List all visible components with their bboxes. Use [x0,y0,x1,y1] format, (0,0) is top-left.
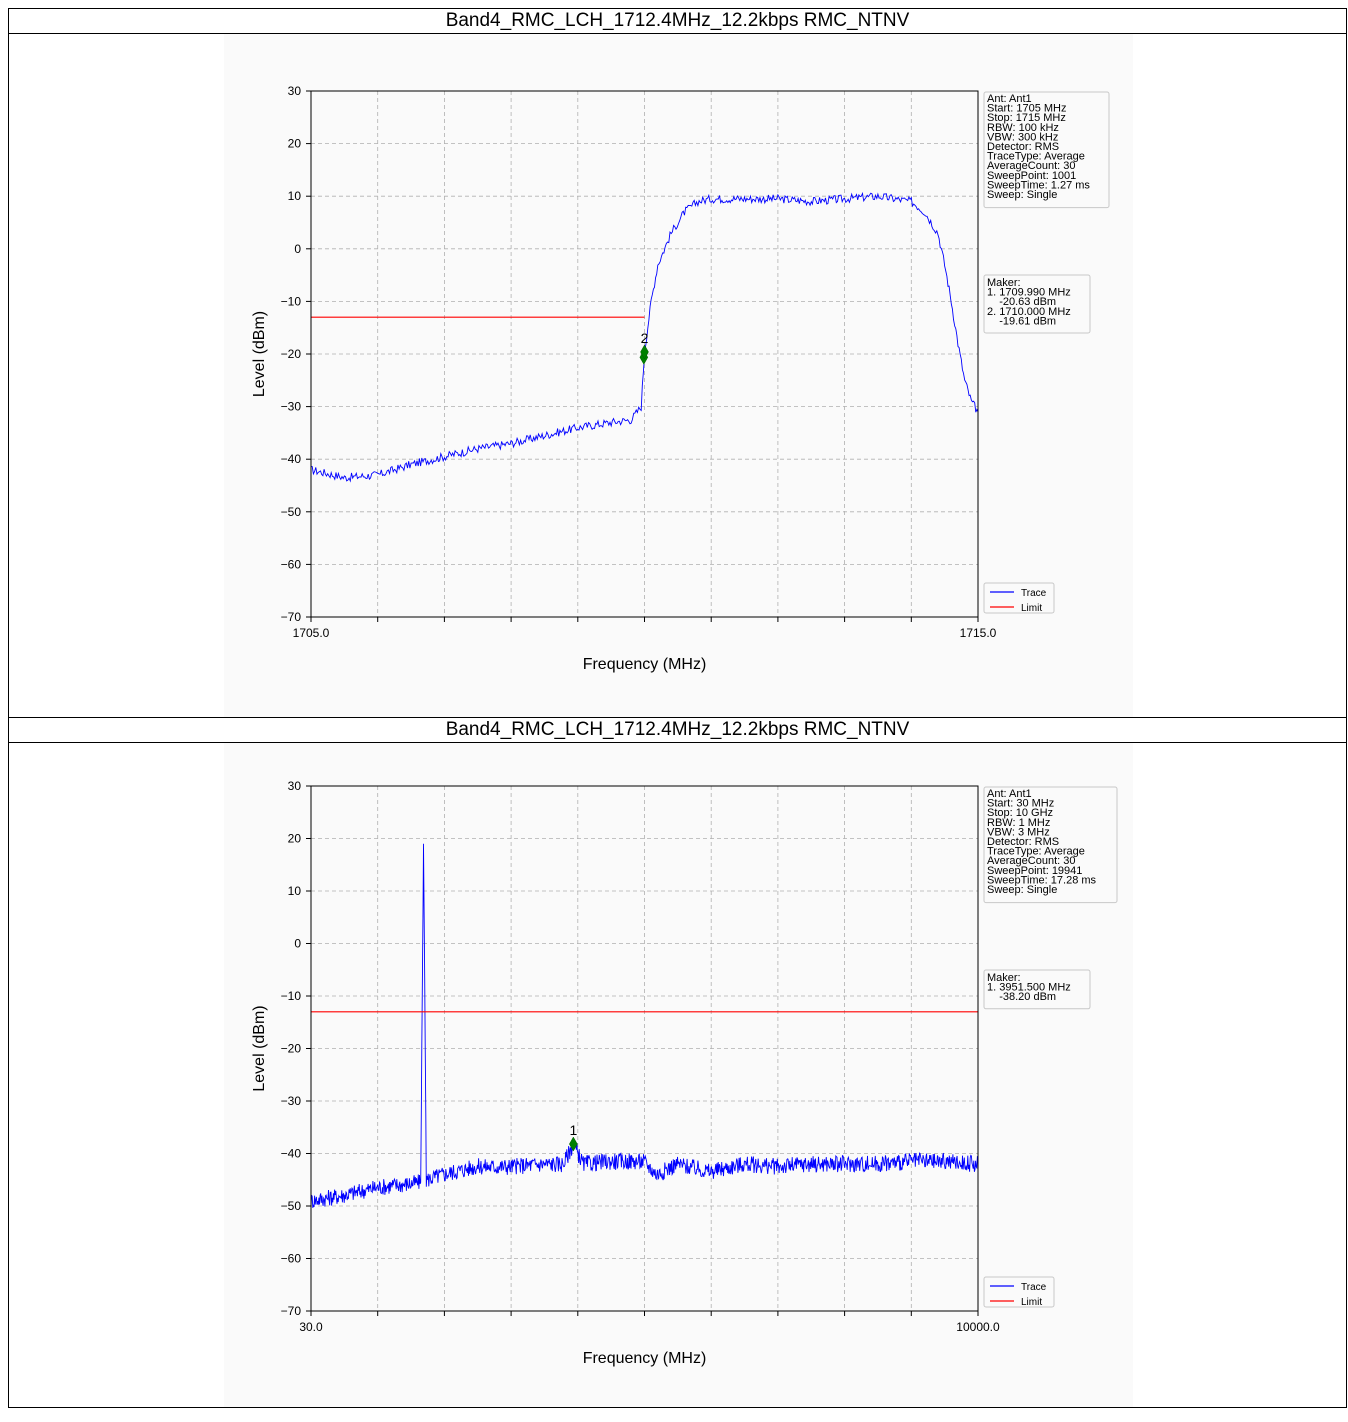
spectrum-chart-2: 30 20 10 0 −10 −20 −30 −40 −50 −60 −70 30.0 10000.0 F… [224,743,1133,1407]
maker-box [983,969,1091,1010]
settings-box-line: Ant: Ant1 [987,788,1032,800]
y-tick-label: −40 [281,1147,302,1161]
settings-box-line: SweepTime: 1.27 ms [987,179,1090,191]
settings-box [983,91,1110,209]
maker-box-line: 2. 1710.000 MHz [987,306,1071,318]
legend-label: Limit [1021,1297,1042,1308]
y-tick-label: −70 [281,610,302,624]
spectrum-chart-1: 30 20 10 0 −10 −20 −30 −40 −50 −60 −70 1705.0 1715.0… [224,34,1133,717]
y-tick-label: −20 [281,1042,302,1056]
settings-box-line: Stop: 10 GHz [987,807,1053,819]
settings-box-line: AverageCount: 30 [987,160,1075,172]
settings-box-line: Stop: 1715 MHz [987,112,1066,124]
settings-box-line: AverageCount: 30 [987,855,1075,867]
y-tick-label: 30 [288,84,302,98]
axes-frame [310,90,979,618]
maker-box-line: 1. 1709.990 MHz [987,287,1071,299]
y-tick-label: −10 [281,294,302,308]
y-tick-label: 30 [288,779,302,793]
settings-box-line: SweepPoint: 19941 [987,865,1082,877]
settings-box-line: TraceType: Average [987,151,1085,163]
settings-box-line: RBW: 100 kHz [987,122,1059,134]
y-tick-label: −60 [281,1252,302,1266]
y-tick-label: 0 [294,242,301,256]
settings-box-line: VBW: 300 kHz [987,131,1058,143]
y-tick-label: −30 [281,1094,302,1108]
settings-box-line: VBW: 3 MHz [987,826,1050,838]
chart-title-2: Band4_RMC_LCH_1712.4MHz_12.2kbps RMC_NTN… [9,718,1346,743]
settings-box-line: Detector: RMS [987,836,1059,848]
y-tick-label: 10 [288,884,302,898]
y-axis-label: Level (dBm) [251,311,268,397]
y-tick-label: −30 [281,400,302,414]
marker-diamond [569,1136,578,1152]
y-tick-label: −10 [281,989,302,1003]
maker-box [983,274,1091,334]
maker-box-line: -38.20 dBm [987,991,1056,1003]
y-tick-label: 20 [288,137,302,151]
trace-line [310,843,979,1208]
maker-box-line: Maker: [987,972,1021,984]
x-tick-label-start: 30.0 [299,1320,323,1334]
settings-box-line: Start: 1705 MHz [987,103,1066,115]
legend-box [983,1276,1055,1308]
settings-box-line: Start: 30 MHz [987,798,1054,810]
legend-box [983,582,1055,614]
axes-frame [310,785,979,1312]
maker-box-line: 1. 3951.500 MHz [987,982,1071,994]
x-tick-label-end: 1715.0 [960,626,997,640]
chart-cell-2: 30 20 10 0 −10 −20 −30 −40 −50 −60 −70 30.0 10000.0 F… [9,743,1346,1407]
maker-box-line: -20.63 dBm [987,296,1056,308]
y-tick-label: 20 [288,832,302,846]
settings-box-line: RBW: 1 MHz [987,817,1050,829]
legend-label: Trace [1021,1282,1047,1293]
y-tick-label: −20 [281,347,302,361]
settings-box [983,786,1118,904]
legend-label: Limit [1021,603,1042,614]
settings-box-line: Detector: RMS [987,141,1059,153]
settings-box-line: Sweep: Single [987,189,1057,201]
y-tick-label: 10 [288,189,302,203]
y-tick-label: −40 [281,452,302,466]
settings-box-line: SweepTime: 17.28 ms [987,874,1097,886]
legend-label: Trace [1021,588,1047,599]
x-tick-label-end: 10000.0 [956,1320,1000,1334]
maker-box-line: Maker: [987,277,1021,289]
settings-box-line: Ant: Ant1 [987,93,1032,105]
y-tick-label: −60 [281,557,302,571]
marker-label: 2 [641,330,649,346]
y-axis-label: Level (dBm) [251,1005,268,1091]
settings-box-line: TraceType: Average [987,846,1085,858]
x-axis-label: Frequency (MHz) [583,656,707,673]
report-table: Band4_RMC_LCH_1712.4MHz_12.2kbps RMC_NTN… [8,8,1347,1408]
settings-box-line: SweepPoint: 1001 [987,170,1076,182]
chart-title-1: Band4_RMC_LCH_1712.4MHz_12.2kbps RMC_NTN… [9,9,1346,34]
y-tick-label: −70 [281,1304,302,1318]
y-tick-label: 0 [294,937,301,951]
maker-box-line: -19.61 dBm [987,315,1056,327]
settings-box-line: Sweep: Single [987,884,1057,896]
x-tick-label-start: 1705.0 [293,626,330,640]
y-tick-label: −50 [281,1199,302,1213]
chart-cell-1: 30 20 10 0 −10 −20 −30 −40 −50 −60 −70 1705.0 1715.0… [9,34,1346,718]
trace-line [310,191,979,483]
marker-diamond [640,344,649,360]
marker-label: 1 [569,1122,577,1138]
x-axis-label: Frequency (MHz) [583,1350,707,1367]
y-tick-label: −50 [281,505,302,519]
